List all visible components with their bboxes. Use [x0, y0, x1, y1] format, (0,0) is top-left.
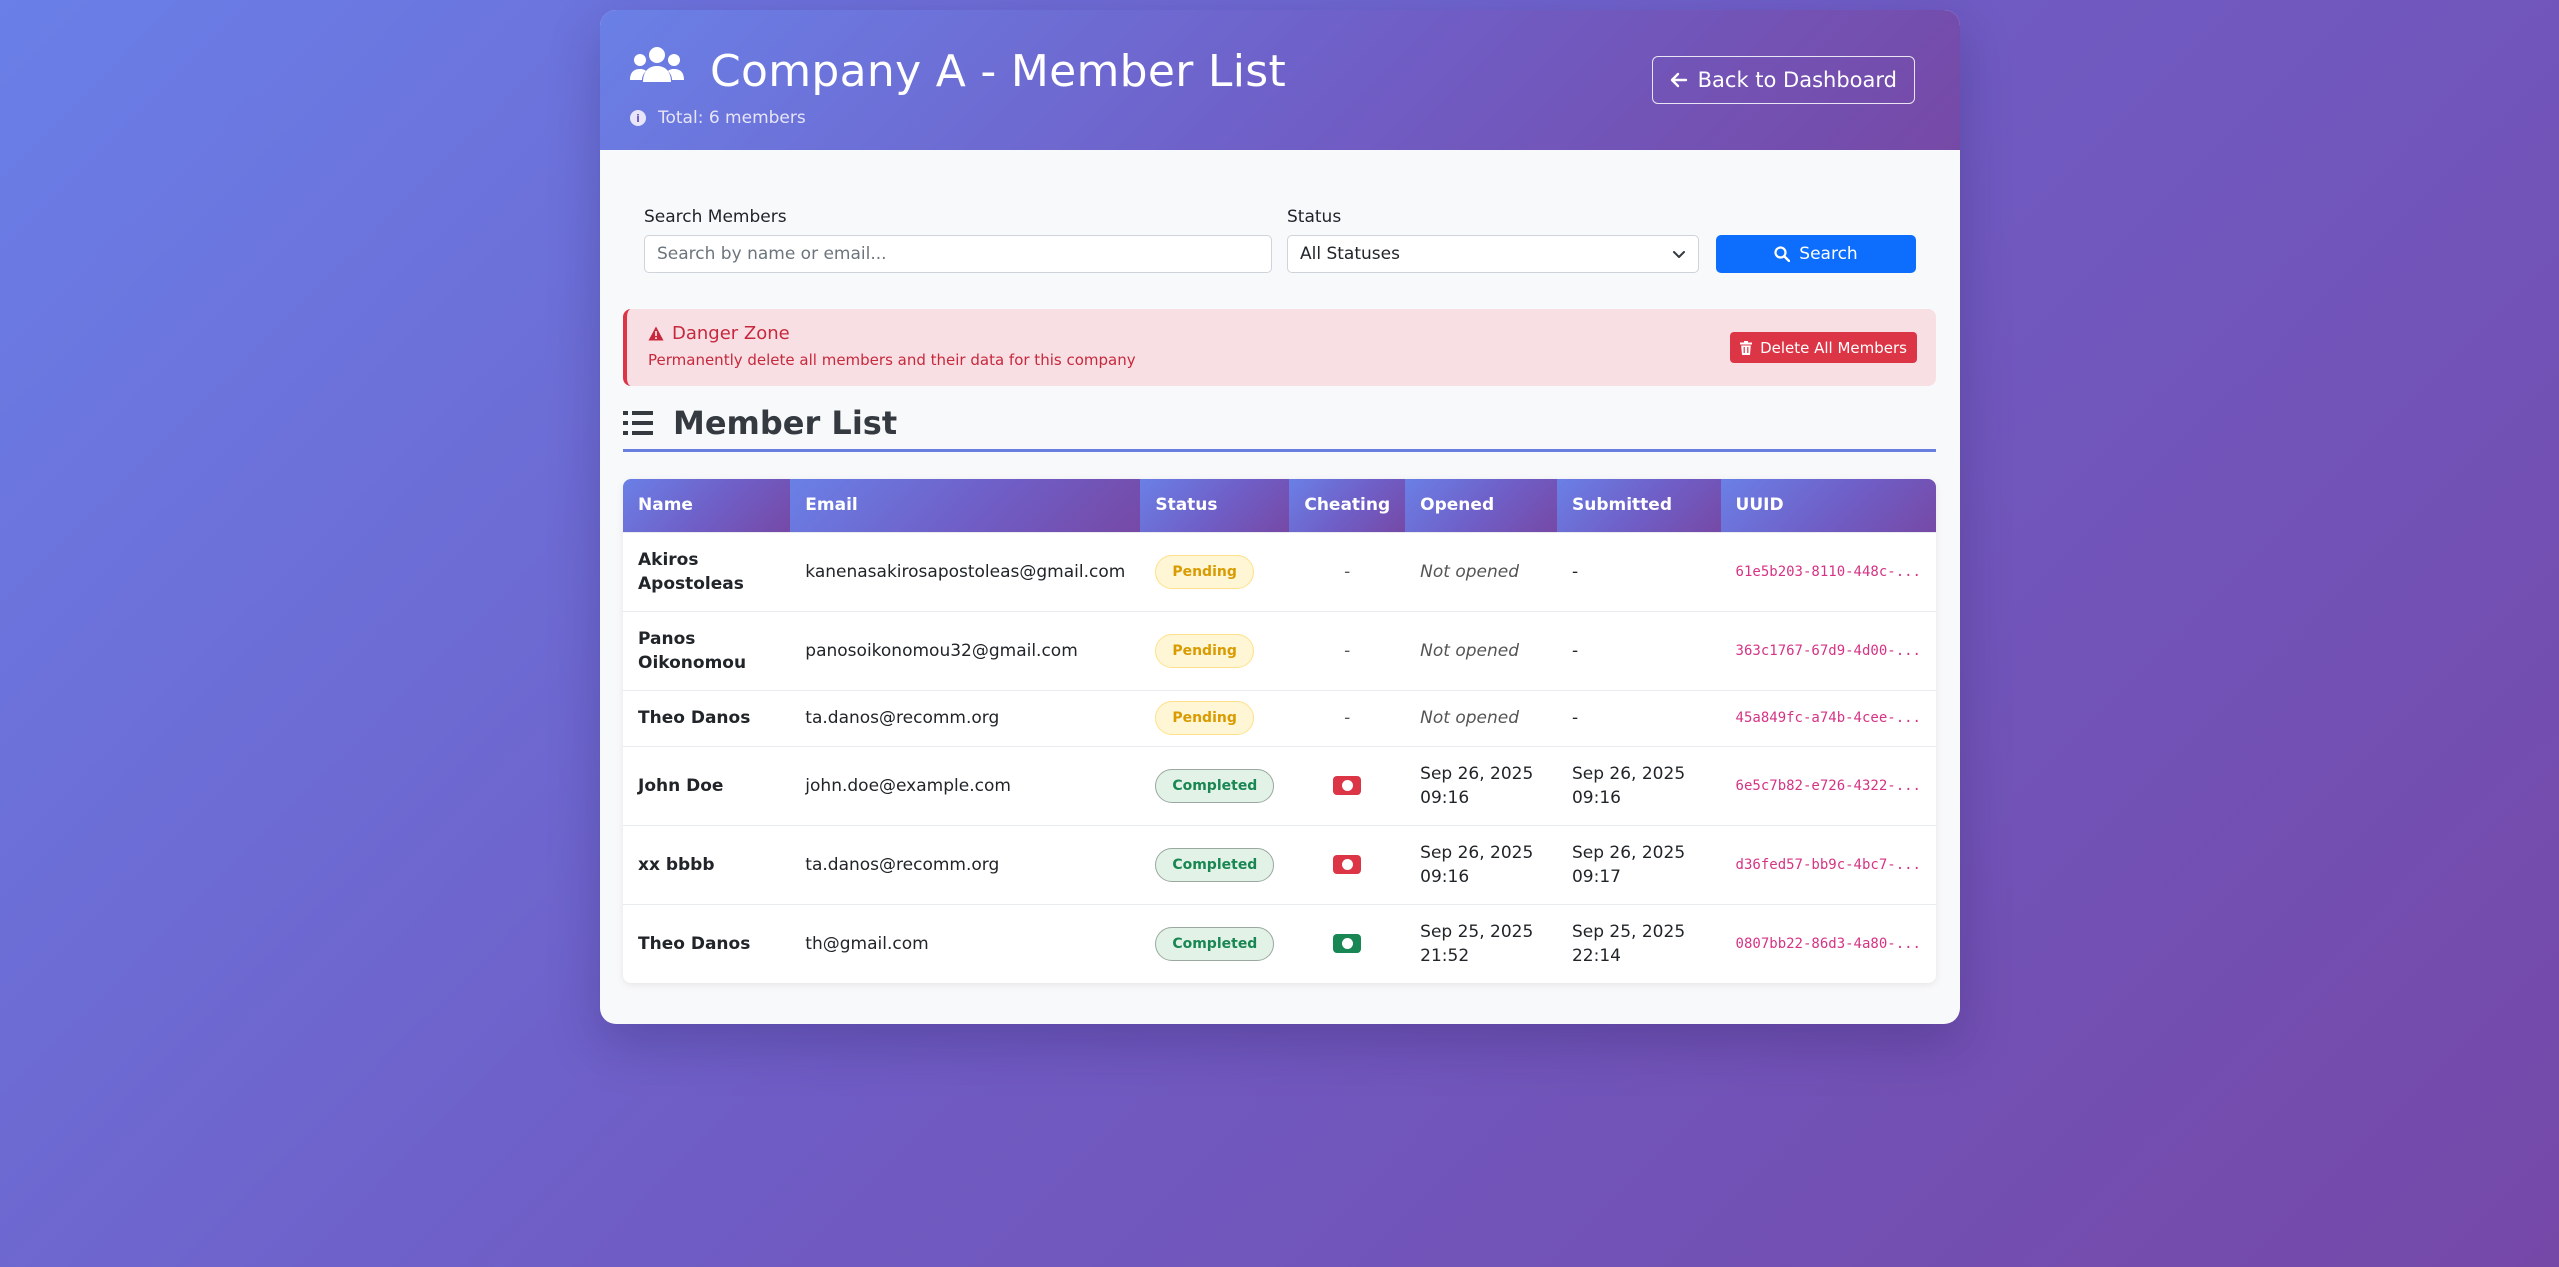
status-label: Status [1287, 207, 1342, 227]
opened-cell: Not opened [1405, 610, 1557, 690]
green-record-icon[interactable] [1333, 933, 1362, 953]
submitted-cell: Sep 26, 2025 09:16 [1556, 745, 1721, 825]
submitted-cell: Sep 26, 2025 09:17 [1556, 824, 1721, 904]
column-header-opened[interactable]: Opened [1405, 479, 1557, 532]
member-email: kanenasakirosapostoleas@gmail.com [790, 531, 1141, 611]
filter-form: Search Members Status All Statuses Searc… [644, 197, 1916, 277]
member-email: john.doe@example.com [790, 745, 1141, 825]
member-email: panosoikonomou32@gmail.com [790, 610, 1141, 690]
submitted-cell: - [1556, 531, 1721, 611]
opened-cell: Sep 26, 2025 09:16 [1405, 824, 1557, 904]
uuid-cell[interactable]: 45a849fc-a74b-4cee-... [1720, 689, 1936, 746]
danger-zone: Danger Zone Permanently delete all membe… [623, 309, 1936, 386]
submitted-cell: - [1556, 610, 1721, 690]
warning-icon [648, 326, 664, 341]
users-icon [630, 47, 684, 82]
table-row[interactable]: Theo Danos ta.danos@recomm.org Pending -… [623, 689, 1936, 746]
members-table: Name Email Status Cheating Opened Submit… [623, 479, 1936, 983]
column-header-name[interactable]: Name [623, 479, 791, 532]
column-header-cheating[interactable]: Cheating [1289, 479, 1406, 532]
search-button-label: Search [1799, 244, 1858, 264]
list-icon [623, 411, 653, 435]
red-record-icon[interactable] [1333, 775, 1362, 795]
column-header-status[interactable]: Status [1140, 479, 1290, 532]
status-badge: Completed [1155, 847, 1275, 882]
page-title: Company A - Member List [710, 46, 1287, 97]
table-row[interactable]: Theo Danos th@gmail.com Completed Sep 25… [623, 903, 1936, 983]
total-text: Total: 6 members [658, 108, 806, 128]
opened-cell: Sep 26, 2025 09:16 [1405, 745, 1557, 825]
uuid-cell[interactable]: 61e5b203-8110-448c-... [1720, 531, 1936, 611]
column-header-submitted[interactable]: Submitted [1556, 479, 1721, 532]
back-to-dashboard-button[interactable]: Back to Dashboard [1651, 56, 1915, 104]
table-row[interactable]: Panos Oikonomou panosoikonomou32@gmail.c… [623, 610, 1936, 690]
status-badge: Completed [1155, 768, 1275, 803]
search-label: Search Members [644, 207, 787, 227]
table-row[interactable]: xx bbbb ta.danos@recomm.org Completed Se… [623, 824, 1936, 904]
trash-icon [1740, 340, 1753, 355]
column-header-uuid[interactable]: UUID [1720, 479, 1936, 532]
page-header: Company A - Member List i Total: 6 membe… [600, 10, 1960, 150]
cheating-cell [1289, 903, 1406, 983]
status-badge: Pending [1155, 554, 1254, 589]
search-input[interactable] [644, 235, 1272, 273]
chevron-down-icon [1673, 251, 1685, 258]
status-cell: Pending [1140, 689, 1290, 746]
uuid-cell[interactable]: 363c1767-67d9-4d00-... [1720, 610, 1936, 690]
member-name: Akiros Apostoleas [623, 531, 791, 611]
danger-zone-description: Permanently delete all members and their… [648, 351, 1136, 369]
cheating-cell [1289, 824, 1406, 904]
member-name: xx bbbb [623, 824, 791, 904]
danger-zone-title: Danger Zone [648, 323, 790, 344]
cheating-cell: - [1289, 610, 1406, 690]
member-name: John Doe [623, 745, 791, 825]
member-name: Panos Oikonomou [623, 610, 791, 690]
search-icon [1774, 246, 1791, 262]
status-select-value: All Statuses [1300, 244, 1400, 264]
delete-all-members-button[interactable]: Delete All Members [1730, 332, 1917, 363]
status-cell: Completed [1140, 824, 1290, 904]
uuid-cell[interactable]: d36fed57-bb9c-4bc7-... [1720, 824, 1936, 904]
cheating-cell [1289, 745, 1406, 825]
column-header-email[interactable]: Email [790, 479, 1141, 532]
status-cell: Completed [1140, 903, 1290, 983]
cheating-cell: - [1289, 689, 1406, 746]
total-members: i Total: 6 members [630, 108, 806, 128]
member-email: th@gmail.com [790, 903, 1141, 983]
status-select[interactable]: All Statuses [1287, 235, 1699, 273]
delete-all-label: Delete All Members [1760, 338, 1907, 357]
status-badge: Completed [1155, 926, 1275, 961]
info-icon: i [630, 110, 646, 126]
member-email: ta.danos@recomm.org [790, 689, 1141, 746]
back-label: Back to Dashboard [1697, 68, 1897, 92]
member-name: Theo Danos [623, 903, 791, 983]
status-badge: Pending [1155, 633, 1254, 668]
status-cell: Pending [1140, 531, 1290, 611]
submitted-cell: Sep 25, 2025 22:14 [1556, 903, 1721, 983]
danger-zone-title-text: Danger Zone [672, 323, 790, 344]
status-cell: Pending [1140, 610, 1290, 690]
member-email: ta.danos@recomm.org [790, 824, 1141, 904]
opened-cell: Not opened [1405, 531, 1557, 611]
opened-cell: Sep 25, 2025 21:52 [1405, 903, 1557, 983]
submitted-cell: - [1556, 689, 1721, 746]
uuid-cell[interactable]: 0807bb22-86d3-4a80-... [1720, 903, 1936, 983]
opened-cell: Not opened [1405, 689, 1557, 746]
member-list-card: Company A - Member List i Total: 6 membe… [600, 10, 1960, 1024]
red-record-icon[interactable] [1333, 854, 1362, 874]
member-list-title: Member List [673, 404, 898, 442]
status-badge: Pending [1155, 701, 1254, 735]
member-name: Theo Danos [623, 689, 791, 746]
cheating-cell: - [1289, 531, 1406, 611]
arrow-left-icon [1670, 72, 1687, 88]
status-cell: Completed [1140, 745, 1290, 825]
table-header-row: Name Email Status Cheating Opened Submit… [623, 479, 1936, 532]
table-row[interactable]: Akiros Apostoleas kanenasakirosapostolea… [623, 531, 1936, 611]
table-row[interactable]: John Doe john.doe@example.com Completed … [623, 745, 1936, 825]
member-list-heading: Member List [623, 404, 1936, 452]
search-button[interactable]: Search [1716, 235, 1916, 273]
uuid-cell[interactable]: 6e5c7b82-e726-4322-... [1720, 745, 1936, 825]
